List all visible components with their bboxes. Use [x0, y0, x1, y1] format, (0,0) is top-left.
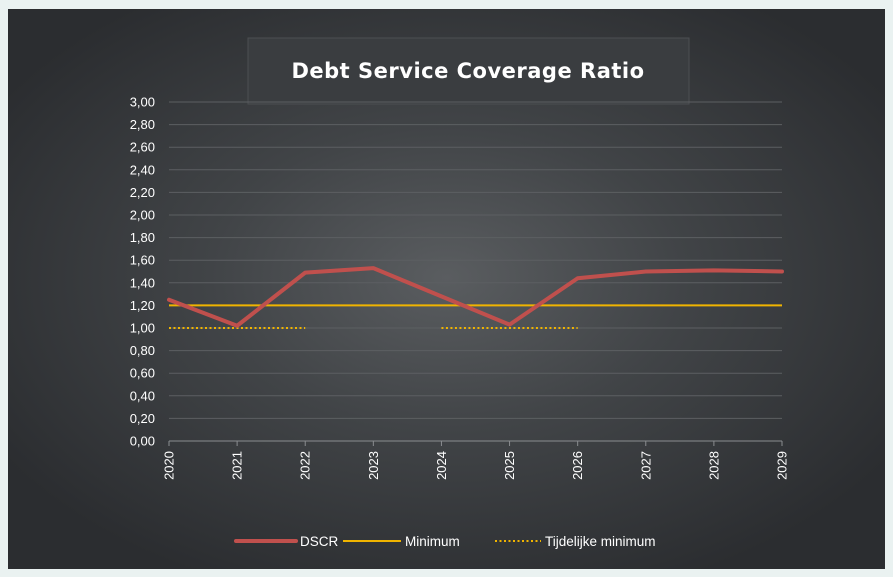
x-axis: 2020 2021 2022 2023 2024 2025 2026 2027 2028 2029: [162, 441, 790, 480]
title-box: Debt Service Coverage Ratio: [247, 37, 690, 105]
y-tick-label: 1,00: [130, 321, 155, 336]
y-tick-label: 0,60: [130, 366, 155, 381]
chart-title: Debt Service Coverage Ratio: [291, 59, 644, 83]
y-tick-label: 2,00: [130, 208, 155, 223]
y-tick-label: 0,20: [130, 411, 155, 426]
series-line-dscr: [167, 266, 784, 328]
chart-frame: Debt Service Coverage Ratio 0,00 0,20 0,40…: [8, 9, 885, 569]
x-tick-label: 2026: [570, 451, 585, 480]
y-tick-label: 2,60: [130, 140, 155, 155]
x-tick-label: 2027: [638, 451, 653, 480]
y-axis: 0,00 0,20 0,40 0,60 0,80 1,00 1,20 1,40 1,60 1,80…: [130, 95, 155, 449]
y-tick-label: 0,40: [130, 388, 155, 403]
y-tick-label: 1,40: [130, 275, 155, 290]
y-tick-label: 0,00: [130, 434, 155, 449]
y-tick-label: 0,80: [130, 343, 155, 358]
legend-label: Tijdelijke minimum: [545, 534, 656, 549]
x-tick-label: 2020: [162, 451, 177, 480]
title-background: [247, 37, 690, 105]
y-tick-label: 1,80: [130, 230, 155, 245]
legend: DSCR Minimum Tijdelijke minimum: [234, 534, 656, 549]
series-layer: [167, 266, 784, 329]
legend-label: DSCR: [300, 534, 339, 549]
y-tick-label: 3,00: [130, 95, 155, 110]
y-tick-label: 2,40: [130, 162, 155, 177]
x-tick-label: 2023: [366, 451, 381, 480]
x-tick-label: 2025: [502, 451, 517, 480]
y-tick-label: 2,80: [130, 117, 155, 132]
y-tick-label: 1,60: [130, 253, 155, 268]
x-tick-label: 2028: [706, 451, 721, 480]
y-tick-label: 2,20: [130, 185, 155, 200]
x-tick-label: 2024: [434, 451, 449, 480]
x-tick-label: 2021: [230, 451, 245, 480]
x-tick-label: 2022: [298, 451, 313, 480]
legend-label: Minimum: [405, 534, 460, 549]
x-tick-label: 2029: [775, 451, 790, 480]
y-tick-label: 1,20: [130, 298, 155, 313]
chart-svg: Debt Service Coverage Ratio 0,00 0,20 0,40…: [130, 37, 790, 549]
